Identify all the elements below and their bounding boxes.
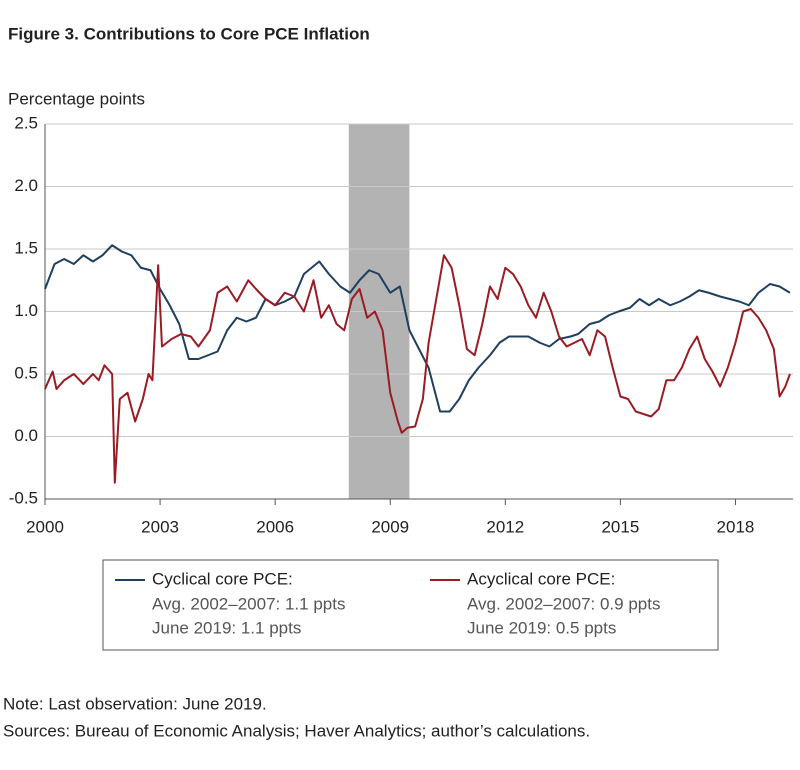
y-tick-label: 0.0 [14, 426, 38, 445]
legend-detail: Avg. 2002–2007: 1.1 ppts [152, 594, 345, 613]
legend-detail: June 2019: 0.5 ppts [467, 618, 616, 637]
y-axis-label: Percentage points [8, 89, 145, 108]
y-tick-label: -0.5 [9, 488, 38, 507]
x-tick-label: 2003 [141, 517, 179, 536]
x-tick-label: 2000 [26, 517, 64, 536]
chart-title: Figure 3. Contributions to Core PCE Infl… [8, 24, 370, 43]
legend-label: Acyclical core PCE: [467, 569, 615, 588]
y-tick-label: 2.0 [14, 176, 38, 195]
x-tick-label: 2018 [717, 517, 755, 536]
x-tick-label: 2015 [601, 517, 639, 536]
x-tick-label: 2012 [486, 517, 524, 536]
series-line [44, 254, 791, 484]
x-tick-label: 2009 [371, 517, 409, 536]
legend-detail: Avg. 2002–2007: 0.9 ppts [467, 594, 660, 613]
sources: Sources: Bureau of Economic Analysis; Ha… [3, 721, 590, 740]
note: Note: Last observation: June 2019. [3, 694, 267, 713]
y-tick-label: 1.5 [14, 238, 38, 257]
y-tick-label: 1.0 [14, 301, 38, 320]
x-tick-label: 2006 [256, 517, 294, 536]
legend-label: Cyclical core PCE: [152, 569, 293, 588]
series-line [44, 244, 791, 413]
y-tick-label: 0.5 [14, 363, 38, 382]
legend-box [102, 559, 719, 651]
legend-detail: June 2019: 1.1 ppts [152, 618, 301, 637]
y-tick-label: 2.5 [14, 113, 38, 132]
